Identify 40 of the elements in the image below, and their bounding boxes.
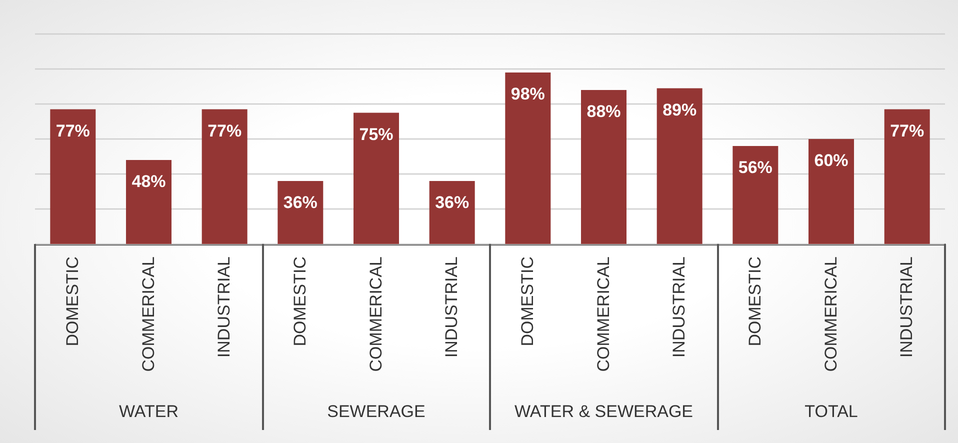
data-label: 56% — [738, 158, 772, 177]
x-tick-label: INDUSTRIAL — [442, 256, 462, 358]
x-tick-label: COMMERICAL — [138, 256, 158, 372]
bar — [278, 181, 324, 244]
text: WATER & SEWERAGE — [514, 402, 694, 422]
bar — [808, 139, 854, 244]
bar — [354, 112, 399, 244]
x-tick-label: INDUSTRIAL — [670, 256, 689, 358]
bar — [884, 109, 930, 244]
x-tick-label: DOMESTIC — [62, 256, 82, 346]
bar — [50, 109, 96, 244]
data-label: 36% — [435, 193, 470, 212]
data-label: 98% — [510, 84, 545, 104]
data-label: 36% — [283, 193, 318, 212]
bar — [202, 109, 248, 244]
data-label: 48% — [132, 172, 166, 191]
x-tick-label: INDUSTRIAL — [897, 256, 916, 358]
data-label: 89% — [662, 100, 697, 120]
bar — [656, 88, 702, 244]
x-tick-label: DOMESTIC — [290, 256, 310, 346]
x-tick-label: DOMESTIC — [745, 256, 764, 346]
data-label: 77% — [56, 121, 90, 140]
x-tick-label: DOMESTIC — [518, 256, 537, 346]
bar — [126, 160, 172, 244]
text: SEWERAGE — [327, 402, 426, 422]
x-tick-label: COMMERICAL — [594, 256, 613, 372]
x-tick-label: INDUSTRIAL — [214, 256, 234, 358]
text: WATER — [119, 402, 178, 422]
text: TOTAL — [804, 402, 858, 422]
data-label: 60% — [814, 151, 848, 170]
data-label: 77% — [208, 121, 242, 140]
data-label: 75% — [359, 124, 394, 144]
data-label: 88% — [586, 102, 621, 121]
bar — [429, 181, 475, 244]
data-label: 77% — [890, 121, 924, 140]
bar — [581, 90, 626, 244]
bar — [505, 72, 551, 244]
bar — [732, 146, 778, 244]
x-tick-label: COMMERICAL — [821, 256, 840, 372]
x-tick-label: COMMERICAL — [366, 256, 386, 372]
